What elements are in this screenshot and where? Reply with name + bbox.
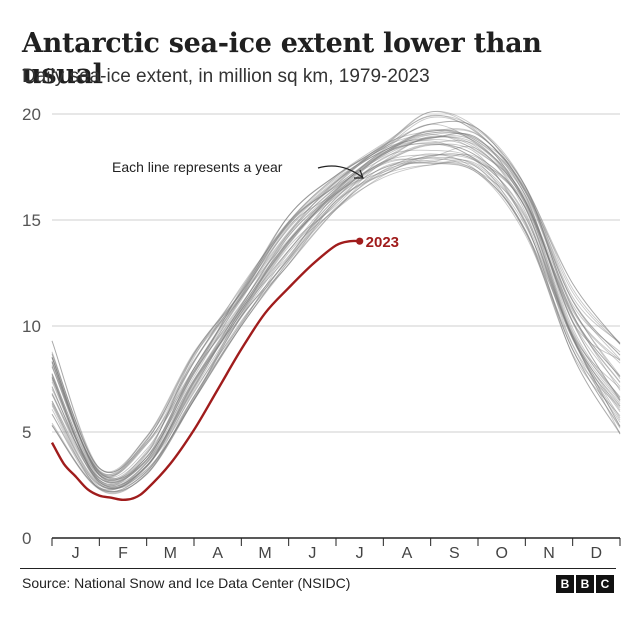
- year-line: [51, 135, 621, 484]
- x-tick-label: A: [402, 545, 413, 562]
- year-line: [51, 140, 621, 480]
- year-line: [51, 146, 621, 489]
- series-2023-endpoint: [356, 237, 364, 245]
- year-line: [51, 134, 621, 479]
- bbc-logo: B B C: [556, 575, 614, 593]
- year-line: [51, 157, 621, 490]
- year-line: [51, 153, 621, 492]
- year-line: [51, 158, 621, 488]
- annotation-arrow: [317, 165, 363, 178]
- x-tick-label: A: [212, 545, 223, 562]
- annotation-arrowhead: [354, 169, 364, 179]
- year-line: [51, 130, 621, 481]
- series-2023-line: [50, 239, 360, 502]
- year-line: [51, 110, 621, 476]
- year-line: [51, 139, 621, 484]
- year-line: [51, 120, 621, 477]
- footer-divider: [20, 568, 616, 569]
- year-line: [51, 140, 621, 489]
- page-subtitle: Daily sea-ice extent, in million sq km, …: [22, 66, 430, 87]
- highlight-layer: 2023: [50, 234, 399, 502]
- y-tick-label: 20: [22, 105, 41, 124]
- year-line: [51, 129, 621, 476]
- x-tick-label: J: [308, 545, 316, 562]
- year-line: [51, 114, 621, 473]
- year-line: [51, 149, 621, 489]
- year-line: [51, 123, 621, 478]
- year-line: [51, 153, 621, 493]
- year-line: [51, 143, 621, 486]
- year-line: [51, 142, 621, 487]
- year-line: [51, 132, 621, 480]
- year-line: [51, 111, 621, 473]
- annotation-layer: Each line represents a year: [112, 159, 364, 179]
- y-tick-label: 5: [22, 423, 31, 442]
- year-line: [51, 153, 621, 491]
- year-line: [51, 153, 621, 490]
- year-line: [51, 156, 621, 489]
- year-line: [51, 129, 621, 481]
- year-line: [51, 116, 621, 474]
- year-line: [51, 133, 621, 482]
- x-tick-label: F: [118, 545, 128, 562]
- x-tick-label: M: [258, 545, 271, 562]
- year-line: [51, 120, 621, 477]
- year-line: [51, 143, 621, 487]
- year-line: [51, 161, 621, 495]
- x-tick-label: J: [356, 545, 364, 562]
- bbc-logo-letter: B: [576, 575, 594, 593]
- year-line: [51, 135, 621, 483]
- x-tick-label: O: [495, 545, 507, 562]
- x-tick-label: J: [72, 545, 80, 562]
- x-tick-label: S: [449, 545, 460, 562]
- year-line: [51, 128, 621, 482]
- series-2023-label: 2023: [366, 234, 399, 251]
- page-title: Antarctic sea-ice extent lower than usua…: [22, 28, 542, 90]
- y-tick-label: 0: [22, 529, 31, 548]
- bbc-logo-letter: C: [596, 575, 614, 593]
- grid-layer: 0 5 10 15 20: [22, 105, 620, 548]
- annotation-text: Each line represents a year: [112, 159, 283, 175]
- year-line: [51, 115, 621, 474]
- year-line: [51, 158, 621, 491]
- year-line: [51, 143, 621, 488]
- year-line: [51, 161, 621, 494]
- y-tick-label: 15: [22, 211, 41, 230]
- year-line: [51, 129, 621, 480]
- year-line: [51, 136, 621, 483]
- year-line: [51, 131, 621, 477]
- year-line: [51, 136, 621, 485]
- x-tick-label: D: [591, 545, 603, 562]
- x-tick-label: M: [164, 545, 177, 562]
- history-lines: [51, 110, 621, 495]
- bbc-logo-letter: B: [556, 575, 574, 593]
- year-line: [51, 132, 621, 485]
- x-tick-label: N: [543, 545, 555, 562]
- year-line: [51, 162, 621, 493]
- year-line: [51, 154, 621, 490]
- y-tick-label: 10: [22, 317, 41, 336]
- source-note: Source: National Snow and Ice Data Cente…: [22, 575, 351, 591]
- year-line: [51, 159, 621, 493]
